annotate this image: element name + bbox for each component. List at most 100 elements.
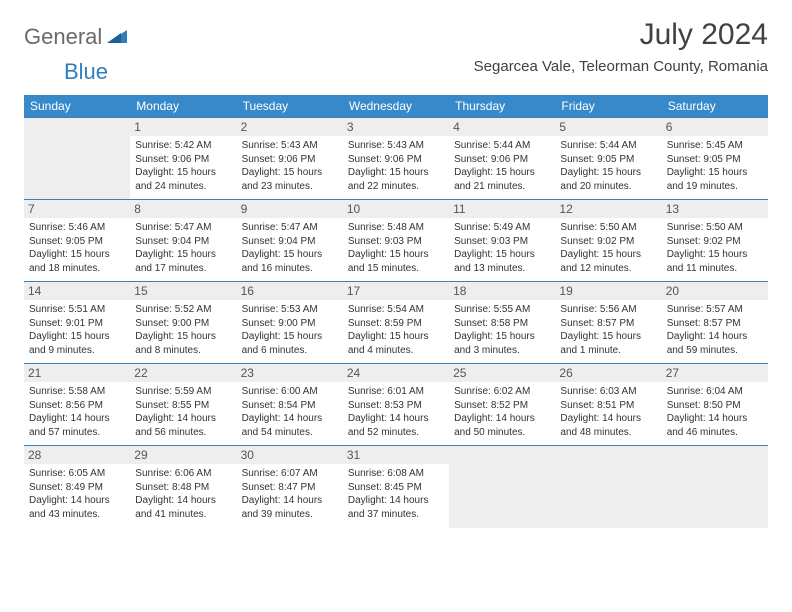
- sunset-text: Sunset: 9:00 PM: [242, 317, 338, 331]
- daylight-text-1: Daylight: 14 hours: [667, 330, 763, 344]
- daylight-text-1: Daylight: 15 hours: [242, 248, 338, 262]
- daylight-text-2: and 19 minutes.: [667, 180, 763, 194]
- day-cell: 6Sunrise: 5:45 AMSunset: 9:05 PMDaylight…: [662, 118, 768, 200]
- day-number: 25: [449, 364, 555, 382]
- day-info: Sunrise: 5:48 AMSunset: 9:03 PMDaylight:…: [348, 221, 444, 275]
- day-number: 18: [449, 282, 555, 300]
- day-info: Sunrise: 6:06 AMSunset: 8:48 PMDaylight:…: [135, 467, 231, 521]
- day-info: Sunrise: 5:44 AMSunset: 9:05 PMDaylight:…: [560, 139, 656, 193]
- daylight-text-2: and 9 minutes.: [29, 344, 125, 358]
- day-info: Sunrise: 6:08 AMSunset: 8:45 PMDaylight:…: [348, 467, 444, 521]
- sunset-text: Sunset: 9:01 PM: [29, 317, 125, 331]
- daylight-text-2: and 18 minutes.: [29, 262, 125, 276]
- daylight-text-1: Daylight: 15 hours: [135, 166, 231, 180]
- sunset-text: Sunset: 9:02 PM: [560, 235, 656, 249]
- daylight-text-1: Daylight: 15 hours: [242, 330, 338, 344]
- daylight-text-1: Daylight: 15 hours: [454, 330, 550, 344]
- daylight-text-1: Daylight: 15 hours: [560, 330, 656, 344]
- day-info: Sunrise: 6:00 AMSunset: 8:54 PMDaylight:…: [242, 385, 338, 439]
- day-cell: 27 Sunrise: 6:04 AMSunset: 8:50 PMDayligh…: [662, 364, 768, 446]
- day-number: 27: [662, 364, 768, 382]
- sunset-text: Sunset: 8:56 PM: [29, 399, 125, 413]
- day-info: Sunrise: 5:42 AMSunset: 9:06 PMDaylight:…: [135, 139, 231, 193]
- day-cell: 21Sunrise: 5:58 AMSunset: 8:56 PMDayligh…: [24, 364, 130, 446]
- sunset-text: Sunset: 8:59 PM: [348, 317, 444, 331]
- daylight-text-1: Daylight: 15 hours: [667, 248, 763, 262]
- sunrise-text: Sunrise: 5:44 AM: [560, 139, 656, 153]
- sunset-text: Sunset: 8:45 PM: [348, 481, 444, 495]
- sunrise-text: Sunrise: 5:52 AM: [135, 303, 231, 317]
- location-text: Segarcea Vale, Teleorman County, Romania: [474, 58, 768, 75]
- daylight-text-2: and 11 minutes.: [667, 262, 763, 276]
- daylight-text-1: Daylight: 15 hours: [560, 166, 656, 180]
- daylight-text-2: and 43 minutes.: [29, 508, 125, 522]
- sunset-text: Sunset: 9:06 PM: [454, 153, 550, 167]
- daylight-text-1: Daylight: 15 hours: [29, 248, 125, 262]
- day-number: 13: [662, 200, 768, 218]
- day-info: Sunrise: 6:05 AMSunset: 8:49 PMDaylight:…: [29, 467, 125, 521]
- sunrise-text: Sunrise: 5:47 AM: [242, 221, 338, 235]
- sunrise-text: Sunrise: 5:43 AM: [242, 139, 338, 153]
- day-number: 20: [662, 282, 768, 300]
- sunrise-text: Sunrise: 5:44 AM: [454, 139, 550, 153]
- week-row: 21Sunrise: 5:58 AMSunset: 8:56 PMDayligh…: [24, 364, 768, 446]
- daylight-text-2: and 57 minutes.: [29, 426, 125, 440]
- sunset-text: Sunset: 8:53 PM: [348, 399, 444, 413]
- day-number: 22: [130, 364, 236, 382]
- daylight-text-2: and 48 minutes.: [560, 426, 656, 440]
- day-number: 3: [343, 118, 449, 136]
- daylight-text-2: and 20 minutes.: [560, 180, 656, 194]
- day-info: Sunrise: 5:56 AMSunset: 8:57 PMDaylight:…: [560, 303, 656, 357]
- sunset-text: Sunset: 9:05 PM: [667, 153, 763, 167]
- day-cell: 31Sunrise: 6:08 AMSunset: 8:45 PMDayligh…: [343, 446, 449, 528]
- daylight-text-1: Daylight: 14 hours: [454, 412, 550, 426]
- day-number: 1: [130, 118, 236, 136]
- daylight-text-1: Daylight: 14 hours: [560, 412, 656, 426]
- daylight-text-1: Daylight: 15 hours: [454, 166, 550, 180]
- daylight-text-2: and 24 minutes.: [135, 180, 231, 194]
- day-number: 2: [237, 118, 343, 136]
- sunrise-text: Sunrise: 5:56 AM: [560, 303, 656, 317]
- day-info: Sunrise: 5:50 AMSunset: 9:02 PMDaylight:…: [560, 221, 656, 275]
- day-number: 21: [24, 364, 130, 382]
- day-number: 24: [343, 364, 449, 382]
- day-info: Sunrise: 5:57 AMSunset: 8:57 PMDaylight:…: [667, 303, 763, 357]
- weekday-header: Sunday: [24, 95, 130, 118]
- sunrise-text: Sunrise: 6:08 AM: [348, 467, 444, 481]
- title-block: July 2024 Segarcea Vale, Teleorman Count…: [474, 18, 768, 75]
- sunrise-text: Sunrise: 6:00 AM: [242, 385, 338, 399]
- sunrise-text: Sunrise: 5:50 AM: [667, 221, 763, 235]
- sunrise-text: Sunrise: 5:54 AM: [348, 303, 444, 317]
- day-info: Sunrise: 5:50 AMSunset: 9:02 PMDaylight:…: [667, 221, 763, 275]
- day-cell: 5Sunrise: 5:44 AMSunset: 9:05 PMDaylight…: [555, 118, 661, 200]
- daylight-text-1: Daylight: 15 hours: [667, 166, 763, 180]
- day-info: Sunrise: 6:04 AMSunset: 8:50 PMDaylight:…: [667, 385, 763, 439]
- day-number: 29: [130, 446, 236, 464]
- sunset-text: Sunset: 8:49 PM: [29, 481, 125, 495]
- weekday-header: Monday: [130, 95, 236, 118]
- day-number: 6: [662, 118, 768, 136]
- day-info: Sunrise: 5:55 AMSunset: 8:58 PMDaylight:…: [454, 303, 550, 357]
- daylight-text-2: and 23 minutes.: [242, 180, 338, 194]
- day-info: Sunrise: 5:47 AMSunset: 9:04 PMDaylight:…: [242, 221, 338, 275]
- sunrise-text: Sunrise: 6:07 AM: [242, 467, 338, 481]
- day-cell: 11 Sunrise: 5:49 AMSunset: 9:03 PMDayligh…: [449, 200, 555, 282]
- day-number: 30: [237, 446, 343, 464]
- sunrise-text: Sunrise: 6:03 AM: [560, 385, 656, 399]
- day-cell: 26Sunrise: 6:03 AMSunset: 8:51 PMDayligh…: [555, 364, 661, 446]
- daylight-text-1: Daylight: 14 hours: [135, 494, 231, 508]
- sunrise-text: Sunrise: 5:53 AM: [242, 303, 338, 317]
- daylight-text-1: Daylight: 14 hours: [135, 412, 231, 426]
- day-info: Sunrise: 6:01 AMSunset: 8:53 PMDaylight:…: [348, 385, 444, 439]
- day-info: Sunrise: 5:49 AMSunset: 9:03 PMDaylight:…: [454, 221, 550, 275]
- week-row: 14Sunrise: 5:51 AMSunset: 9:01 PMDayligh…: [24, 282, 768, 364]
- day-cell: 22Sunrise: 5:59 AMSunset: 8:55 PMDayligh…: [130, 364, 236, 446]
- sunset-text: Sunset: 9:04 PM: [242, 235, 338, 249]
- sunset-text: Sunset: 9:00 PM: [135, 317, 231, 331]
- day-number: 4: [449, 118, 555, 136]
- daylight-text-1: Daylight: 15 hours: [242, 166, 338, 180]
- calendar-body: 1 Sunrise: 5:42 AMSunset: 9:06 PMDaylight…: [24, 118, 768, 528]
- logo-triangle-icon: [107, 27, 127, 48]
- day-number: 15: [130, 282, 236, 300]
- day-number: 11: [449, 200, 555, 218]
